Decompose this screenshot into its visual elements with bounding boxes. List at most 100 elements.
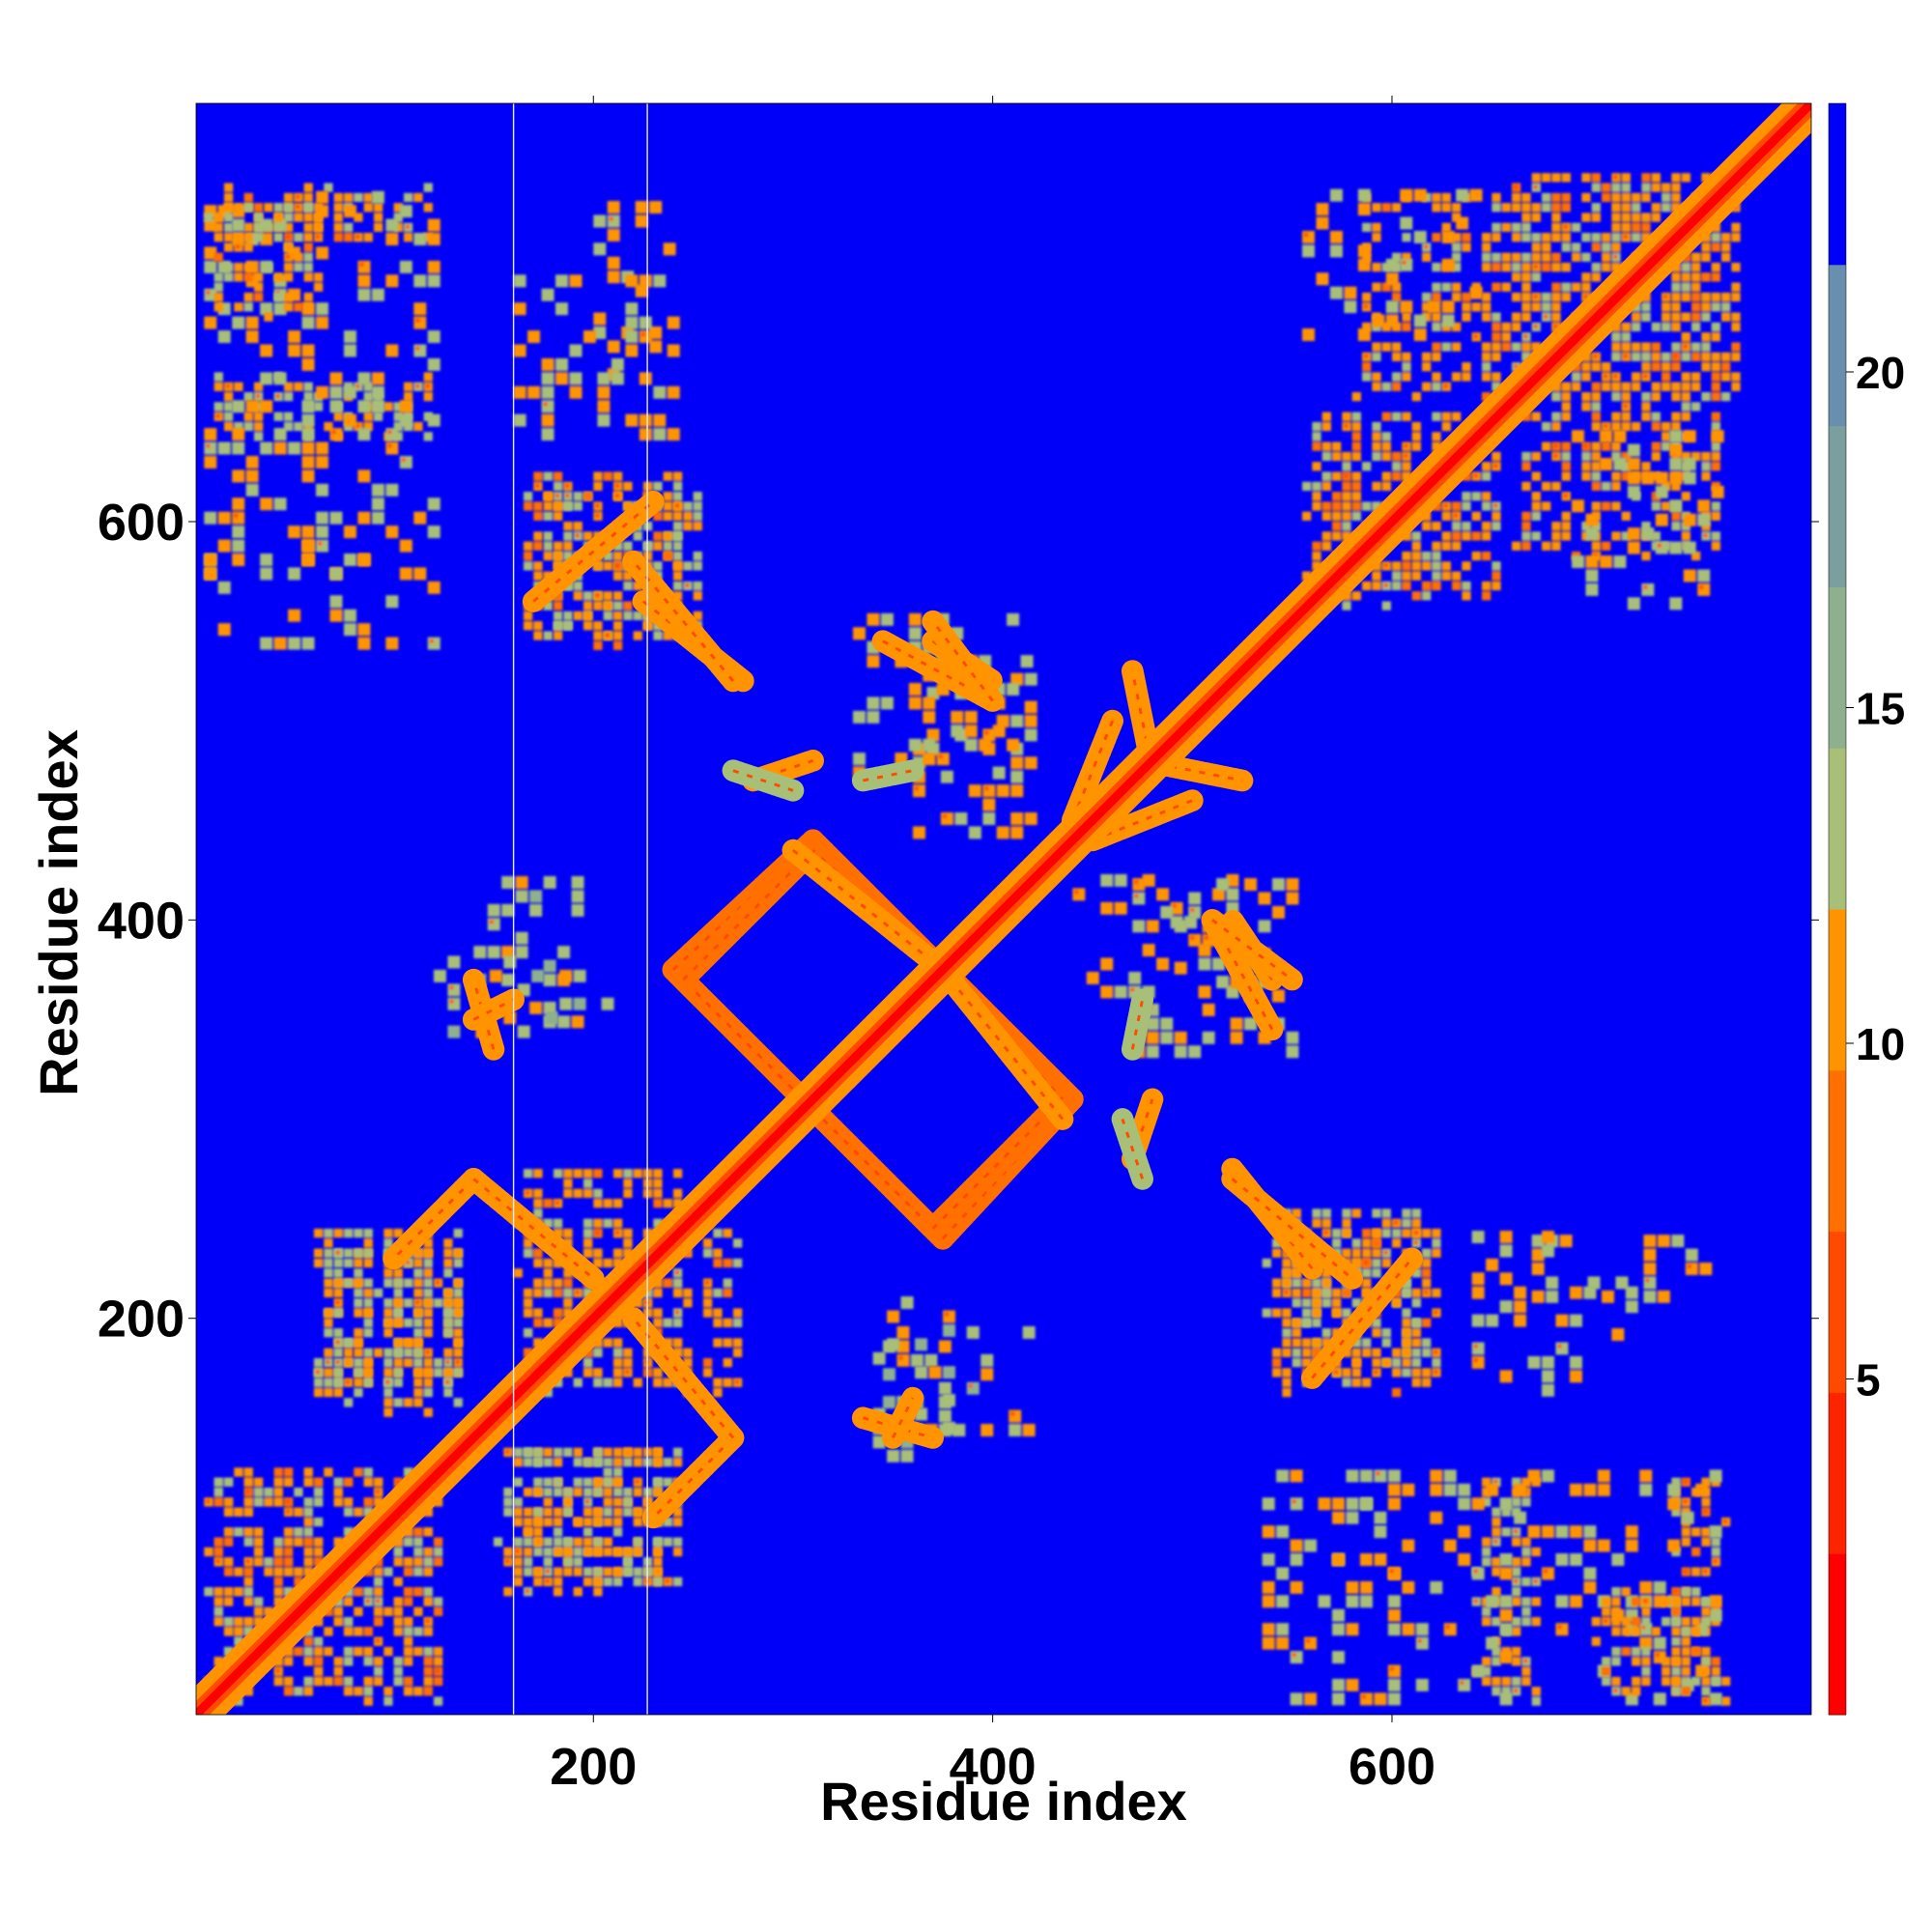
contact-cell [1321,441,1331,451]
contact-cell [1451,571,1462,581]
contact-cell [1342,492,1351,501]
contact-cell [1661,432,1671,441]
contact-line-core [671,838,814,971]
contact-cell [384,1328,393,1338]
contact-cell [1415,1678,1429,1691]
contact-cell [625,344,639,357]
contact-cell [1361,292,1372,302]
contact-cell [283,412,294,421]
contact-cell-strong [614,494,620,498]
contact-cell-strong [285,1499,291,1504]
contact-cell [1711,441,1720,451]
contact-cell [1690,292,1701,302]
contact-cell [1359,1552,1373,1567]
contact-cell [553,1507,563,1517]
contact-cell [533,1567,543,1577]
contact-cell [243,1577,253,1587]
contact-cell [693,501,702,511]
contact-cell [573,1188,582,1198]
contact-cell [533,501,543,511]
contact-cell [593,1348,603,1357]
contact-cell [243,1477,253,1487]
contact-cell [1312,1298,1321,1308]
contact-cell [603,1497,612,1507]
contact-cell [313,1228,324,1238]
contact-cell [533,1188,543,1198]
contact-cell [385,526,399,539]
contact-cell [663,1537,672,1547]
contact-cell [294,1507,303,1517]
contact-cell [288,441,301,455]
contact-cell [363,1368,373,1378]
colorbar-segment [1829,586,1846,749]
contact-cell [1601,1657,1611,1666]
contact-cell [487,946,500,959]
contact-cell [1010,826,1024,839]
contact-cell [403,1597,413,1606]
contact-line-mirror [1121,988,1154,1061]
contact-cell [413,1368,423,1378]
contact-cell [453,1338,463,1348]
contact-cell [653,428,667,441]
contact-cell [887,1449,900,1463]
contact-cell [1681,1587,1690,1597]
contact-cell [1631,1657,1641,1666]
contact-cell [294,302,303,312]
contact-cell [403,1557,413,1567]
contact-cell [533,1248,543,1258]
colorbar-tick-label: 20 [1856,348,1905,398]
contact-cell [1312,1338,1321,1348]
contact-cell [1681,1666,1690,1676]
contact-cell [1443,1483,1457,1496]
contact-cell [1571,372,1581,382]
contact-cell [329,400,343,413]
contact-cell [1286,1031,1299,1044]
contact-cell [303,1467,313,1477]
contact-cell [1521,1547,1531,1557]
contact-cell [1421,292,1432,302]
contact-cell [513,1557,523,1567]
contact-cell [593,1587,603,1597]
contact-cell [333,1308,343,1318]
contact-cell [1387,1483,1401,1496]
contact-cell-strong [1363,1260,1369,1264]
contact-cell-strong [1655,1653,1660,1658]
contact-cell [1411,441,1421,451]
contact-cell [213,213,223,222]
contact-cell [672,561,683,571]
contact-cell-strong [1434,1310,1438,1315]
contact-cell [1441,342,1451,352]
contact-cell [1316,272,1329,286]
contact-cell [1627,597,1640,611]
contact-cell [1351,421,1361,432]
contact-cell [303,1557,313,1567]
contact-cell [1671,421,1681,432]
contact-cell [329,385,343,399]
contact-cell-strong [565,494,570,498]
contact-cell [223,412,234,421]
contact-cell [234,1587,243,1597]
contact-cell [582,611,593,621]
contact-cell [573,1557,582,1567]
contact-cell [1492,322,1501,332]
contact-cell [503,1497,513,1507]
contact-cell [427,637,440,650]
contact-cell [1156,888,1170,901]
contact-cell [527,385,541,399]
contact-cell [1331,531,1342,541]
contact-cell [1709,1692,1722,1706]
contact-cell [324,1258,333,1268]
contact-cell-strong [275,393,280,399]
contact-cell [1611,471,1621,481]
contact-cell [1671,1666,1681,1676]
contact-cell [363,1587,373,1597]
contact-cell [612,631,623,640]
contact-cell [1290,1539,1303,1552]
contact-cell [1671,272,1681,282]
contact-cell [1312,541,1321,551]
contact-cell [371,190,384,204]
contact-cell [896,1325,910,1339]
contact-cell [1481,1497,1492,1507]
contact-cell [1312,561,1321,571]
contact-cell [593,1477,603,1487]
